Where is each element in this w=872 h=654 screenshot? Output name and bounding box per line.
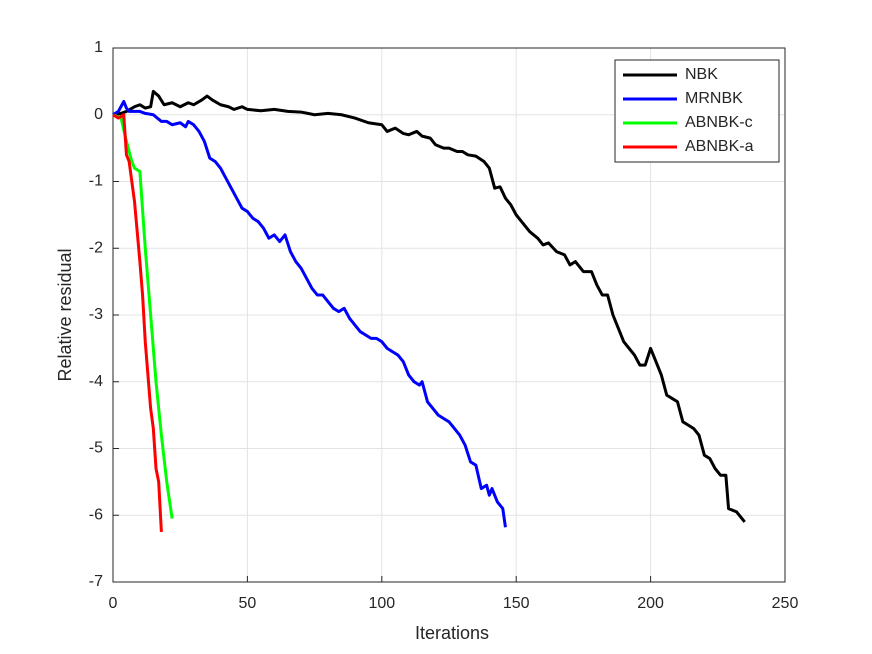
x-tick-label: 0 <box>109 595 118 612</box>
x-axis-label: Iterations <box>415 623 489 643</box>
legend-label: ABNBK-c <box>685 114 753 131</box>
y-tick-label: 1 <box>94 39 103 56</box>
y-tick-label: 0 <box>94 106 103 123</box>
y-tick-label: -7 <box>89 573 103 590</box>
legend-box <box>614 59 780 163</box>
y-axis-label: Relative residual <box>55 248 75 381</box>
legend-label: NBK <box>685 66 718 83</box>
x-tick-label: 50 <box>239 595 257 612</box>
line-series <box>112 99 507 528</box>
legend-label: MRNBK <box>685 90 743 107</box>
x-tick-label: 200 <box>637 595 664 612</box>
y-tick-label: -1 <box>89 173 103 190</box>
line-series <box>112 113 163 533</box>
line-series <box>112 89 746 523</box>
y-tick-label: -3 <box>89 306 103 323</box>
y-tick-label: -2 <box>89 239 103 256</box>
x-tick-label: 150 <box>503 595 530 612</box>
x-tick-label: 250 <box>772 595 799 612</box>
y-tick-label: -4 <box>89 373 103 390</box>
y-tick-label: -6 <box>89 506 103 523</box>
x-tick-label: 100 <box>368 595 395 612</box>
y-tick-label: -5 <box>89 440 103 457</box>
legend-label: ABNBK-a <box>685 138 754 155</box>
plot-frame <box>112 47 786 583</box>
